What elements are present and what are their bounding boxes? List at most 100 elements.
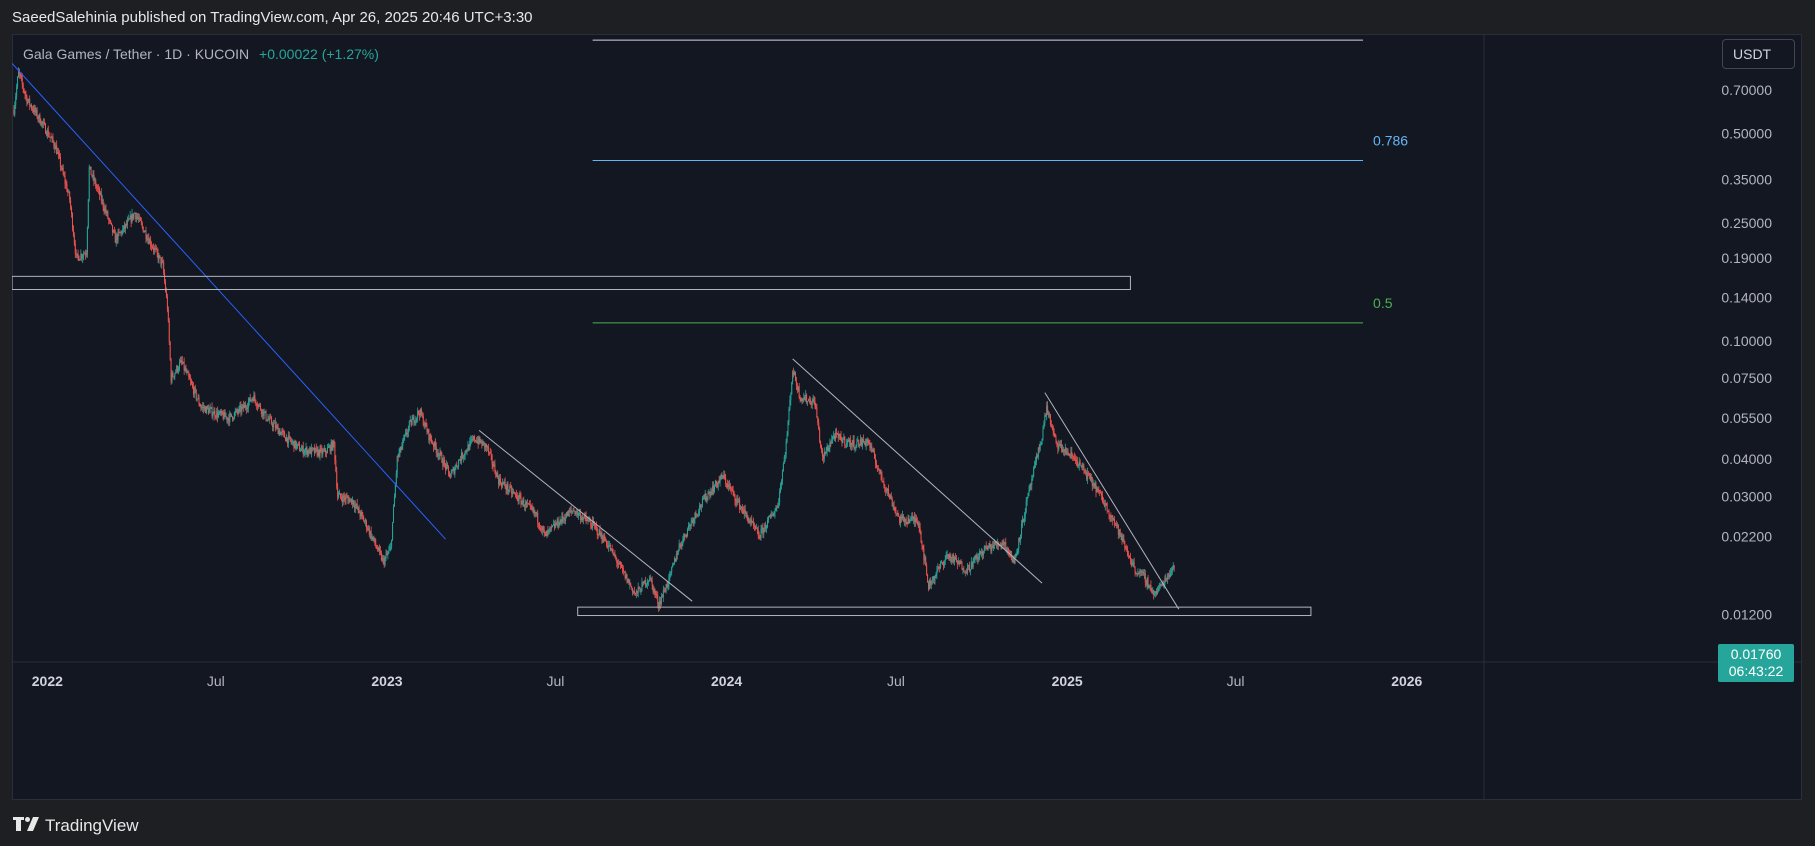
candle-body	[19, 74, 21, 76]
candle-body	[245, 407, 247, 409]
candle-body	[432, 442, 434, 444]
candle-body	[92, 174, 94, 177]
candle-body	[490, 452, 492, 456]
candle-body	[846, 442, 848, 445]
candle-body	[358, 507, 360, 513]
candle-body	[314, 447, 316, 453]
candle-body	[571, 510, 573, 512]
candle-body	[827, 447, 829, 451]
candle-body	[629, 583, 631, 585]
candle-body	[1024, 512, 1026, 517]
candle-body	[189, 376, 191, 380]
candle-body	[69, 191, 71, 200]
candle-body	[1095, 483, 1097, 493]
candle-body	[54, 146, 56, 150]
candle-body	[81, 254, 83, 258]
candle-body	[930, 584, 932, 586]
candle-body	[532, 508, 534, 510]
candle-body	[455, 464, 457, 469]
candle-body	[1032, 477, 1034, 480]
candle-body	[950, 555, 952, 562]
candle-body	[826, 447, 828, 452]
candle-body	[972, 560, 974, 568]
candle-body	[633, 591, 635, 593]
candle-body	[447, 466, 449, 472]
candle-body	[816, 407, 818, 418]
candle-body	[624, 571, 626, 579]
candle-body	[744, 509, 746, 513]
candle-body	[646, 584, 648, 586]
candle-body	[793, 371, 795, 376]
candle-body	[1059, 444, 1061, 447]
candle-body	[929, 580, 931, 586]
candle-body	[338, 494, 340, 498]
candle-body	[526, 503, 528, 505]
currency-button[interactable]: USDT	[1722, 39, 1795, 69]
candle-body	[199, 404, 201, 407]
candle-body	[1119, 529, 1121, 537]
candle-body	[1054, 433, 1056, 437]
candle-body	[25, 94, 27, 97]
candle-body	[940, 562, 942, 568]
candle-body	[874, 458, 876, 464]
candle-body	[1012, 558, 1014, 563]
candle-body	[459, 459, 461, 461]
candle-body	[322, 450, 324, 455]
candle-body	[44, 123, 46, 134]
candle-body	[510, 486, 512, 488]
candle-body	[574, 510, 576, 515]
candle-body	[383, 559, 385, 565]
candle-body	[918, 522, 920, 528]
candle-body	[834, 435, 836, 440]
candle-body	[580, 513, 582, 520]
candle-body	[198, 397, 200, 405]
candle-body	[239, 405, 241, 408]
candle-body	[1161, 582, 1163, 586]
candle-body	[921, 542, 923, 546]
candle-body	[915, 518, 917, 522]
candle-body	[530, 505, 532, 508]
candle-body	[321, 448, 323, 455]
candle-body	[218, 411, 220, 414]
candle-body	[485, 444, 487, 448]
candle-body	[619, 562, 621, 565]
candle-body	[414, 422, 416, 424]
candle-body	[843, 436, 845, 440]
candle-body	[1143, 573, 1145, 575]
candle-body	[721, 474, 723, 477]
candle-body	[760, 529, 762, 538]
candle-body	[1138, 573, 1140, 574]
candle-body	[154, 247, 156, 249]
candle-body	[853, 439, 855, 449]
footer-brand[interactable]: TradingView	[13, 815, 139, 837]
candle-body	[1082, 466, 1084, 467]
candle-body	[177, 366, 179, 372]
candle-body	[1008, 548, 1010, 553]
candle-body	[1049, 414, 1051, 425]
candle-body	[1018, 537, 1020, 549]
candle-body	[345, 496, 347, 501]
candle-body	[118, 231, 120, 233]
candle-body	[817, 417, 819, 423]
candle-body	[1114, 519, 1116, 523]
candle-body	[206, 406, 208, 409]
candle-body	[316, 448, 318, 456]
candle-body	[706, 497, 708, 501]
candle-body	[168, 320, 170, 342]
candle-body	[181, 360, 183, 364]
candle-body	[875, 463, 877, 468]
candle-body	[385, 554, 387, 558]
chart-panel[interactable]	[12, 34, 1802, 800]
candle-body	[941, 562, 943, 564]
candle-body	[755, 528, 757, 530]
candle-body	[566, 512, 568, 518]
candle-body	[583, 514, 585, 518]
candle-body	[934, 576, 936, 580]
candle-body	[1036, 455, 1038, 457]
candle-body	[750, 519, 752, 523]
candle-body	[778, 502, 780, 508]
candle-body	[698, 511, 700, 515]
candle-body	[981, 551, 983, 554]
candle-body	[77, 253, 79, 257]
